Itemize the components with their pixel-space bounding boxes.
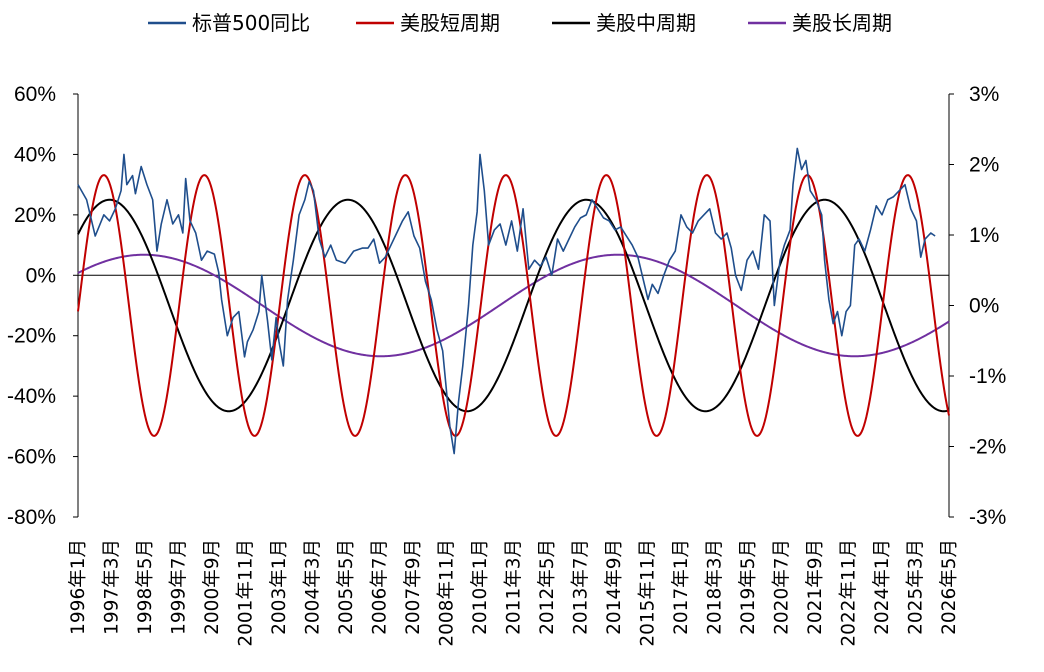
series-line-3: [77, 253, 950, 358]
x-tick: 2026年5月: [939, 539, 960, 635]
x-tick-label: 2008年11月: [437, 539, 458, 647]
x-tick: 2017年1月: [671, 539, 692, 635]
x-tick-label: 1996年1月: [68, 539, 89, 635]
x-tick-label: 2011年3月: [504, 539, 525, 635]
x-tick-label: 2003年1月: [269, 539, 290, 635]
left-tick-label: -40%: [7, 385, 56, 408]
right-axis-ticks: 3% 2% 1% 0% -1% -2% -3%: [949, 83, 1006, 529]
axes: [77, 94, 950, 517]
x-tick-label: 2026年5月: [939, 539, 960, 635]
x-tick: 2019年5月: [738, 539, 759, 635]
x-tick-label: 2006年7月: [370, 539, 391, 635]
x-tick: 2006年7月: [370, 539, 391, 635]
left-axis-ticks: 60% 40% 20% 0% -20% -40% -60% -80%: [7, 83, 78, 529]
right-tick-label: 3%: [969, 83, 999, 106]
legend-label: 美股短周期: [400, 11, 500, 35]
x-tick-label: 2000年9月: [202, 539, 223, 635]
x-tick: 2003年1月: [269, 539, 290, 635]
x-tick-label: 2013年7月: [571, 539, 592, 635]
x-tick-label: 2018年3月: [705, 539, 726, 635]
x-tick: 2000年9月: [202, 539, 223, 635]
x-axis-ticks: 1996年1月 1997年3月 1998年5月 1999年7月 2000年9月 2001年…: [68, 539, 960, 647]
x-tick: 2011年3月: [504, 539, 525, 635]
x-tick: 1998年5月: [135, 539, 156, 635]
right-tick-label: 2%: [969, 154, 999, 177]
right-tick-label: 1%: [969, 224, 999, 247]
legend-label: 美股中周期: [596, 11, 696, 35]
series-layer: [77, 147, 950, 455]
x-tick: 2021年9月: [805, 539, 826, 635]
x-tick-label: 2010年1月: [470, 539, 491, 635]
left-tick-label: 0%: [26, 264, 56, 287]
x-tick: 2005年5月: [336, 539, 357, 635]
x-tick: 2013年7月: [571, 539, 592, 635]
x-tick-label: 2021年9月: [805, 539, 826, 635]
x-tick-label: 2015年11月: [638, 539, 659, 647]
series-line-1: [77, 174, 950, 437]
x-tick: 2012年5月: [537, 539, 558, 635]
x-tick: 1996年1月: [68, 539, 89, 635]
left-tick-label: 40%: [14, 143, 56, 166]
legend: 标普500同比 美股短周期 美股中周期 美股长周期: [148, 11, 892, 35]
right-tick-label: -1%: [969, 365, 1006, 388]
x-tick-label: 2020年7月: [772, 539, 793, 635]
right-tick-label: -3%: [969, 506, 1006, 529]
x-tick-label: 1999年7月: [169, 539, 190, 635]
series-line-2: [77, 198, 950, 413]
left-tick-label: -80%: [7, 506, 56, 529]
x-tick-label: 2022年11月: [839, 539, 860, 647]
legend-label: 标普500同比: [192, 11, 310, 35]
x-tick: 2008年11月: [437, 539, 458, 647]
left-tick-label: -60%: [7, 446, 56, 469]
x-tick: 2018年3月: [705, 539, 726, 635]
left-tick-label: -20%: [7, 325, 56, 348]
left-tick-label: 20%: [14, 204, 56, 227]
legend-label: 美股长周期: [792, 11, 892, 35]
x-tick-label: 2012年5月: [537, 539, 558, 635]
x-tick-label: 1997年3月: [102, 539, 123, 635]
x-tick: 2007年9月: [403, 539, 424, 635]
x-tick-label: 2017年1月: [671, 539, 692, 635]
x-tick: 2001年11月: [236, 539, 257, 647]
x-tick-label: 2024年1月: [872, 539, 893, 635]
x-tick: 1999年7月: [169, 539, 190, 635]
x-tick: 2024年1月: [872, 539, 893, 635]
x-tick-label: 2025年3月: [906, 539, 927, 635]
left-tick-label: 60%: [14, 83, 56, 106]
x-tick-label: 2004年3月: [303, 539, 324, 635]
x-tick-label: 2001年11月: [236, 539, 257, 647]
x-tick: 1997年3月: [102, 539, 123, 635]
x-tick: 2014年9月: [604, 539, 625, 635]
right-tick-label: 0%: [969, 295, 999, 318]
right-tick-label: -2%: [969, 436, 1006, 459]
x-tick: 2004年3月: [303, 539, 324, 635]
x-tick: 2020年7月: [772, 539, 793, 635]
x-tick: 2022年11月: [839, 539, 860, 647]
x-tick-label: 2019年5月: [738, 539, 759, 635]
x-tick: 2025年3月: [906, 539, 927, 635]
x-tick-label: 2005年5月: [336, 539, 357, 635]
x-tick: 2010年1月: [470, 539, 491, 635]
x-tick-label: 1998年5月: [135, 539, 156, 635]
x-tick-label: 2007年9月: [403, 539, 424, 635]
x-tick-label: 2014年9月: [604, 539, 625, 635]
series-line-0: [77, 147, 936, 455]
x-tick: 2015年11月: [638, 539, 659, 647]
